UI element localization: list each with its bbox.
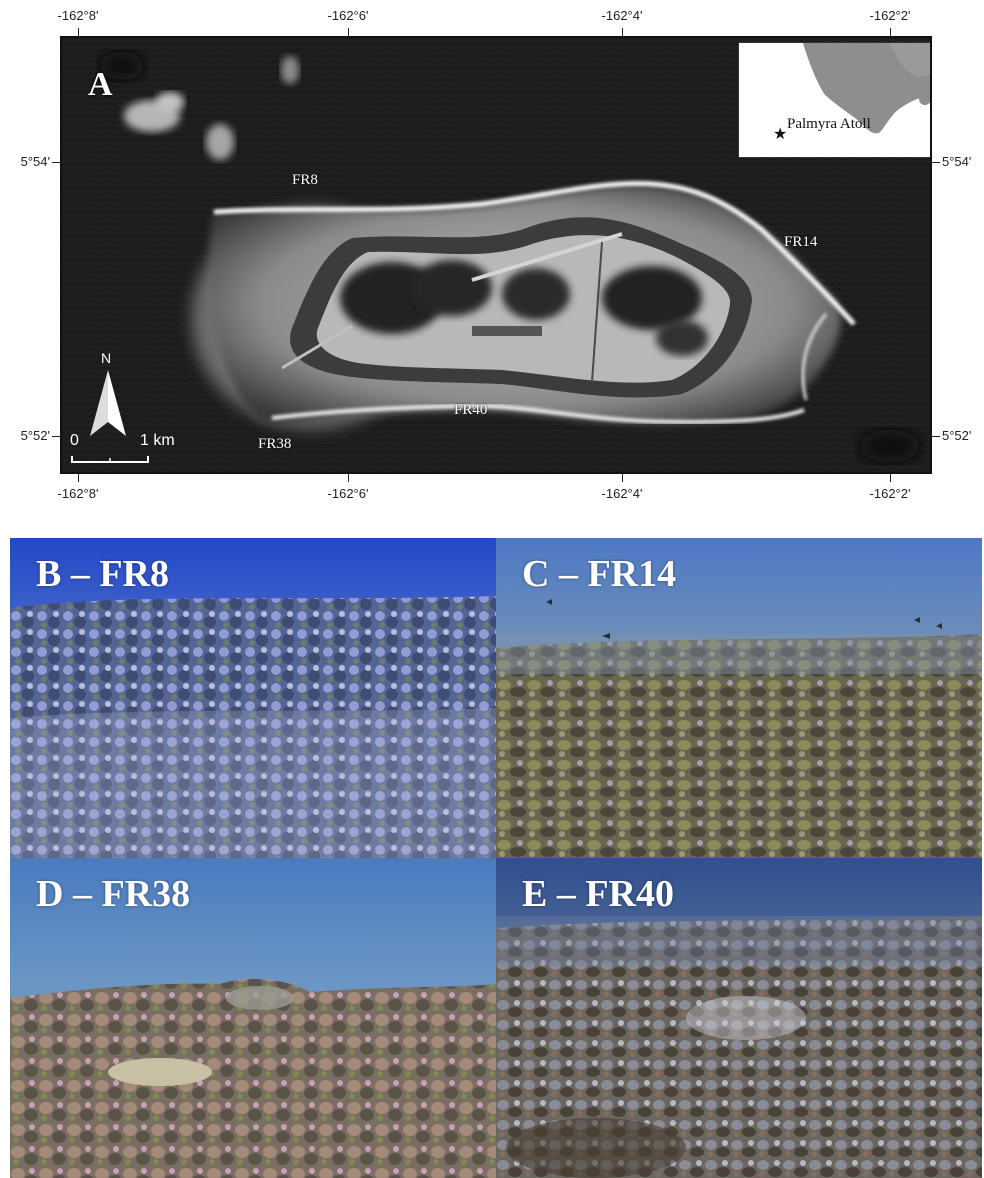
- site-label-fr8: FR8: [292, 172, 318, 188]
- lon-tick-label: -162°4': [601, 486, 643, 501]
- lon-tick-label: -162°6': [327, 8, 369, 23]
- tick-mark: [52, 436, 60, 437]
- site-label-fr14: FR14: [784, 234, 818, 250]
- tick-mark: [890, 474, 891, 482]
- lon-tick-label: -162°8': [57, 8, 99, 23]
- lon-tick-label: -162°4': [601, 8, 643, 23]
- photo-label: C – FR14: [522, 553, 677, 595]
- tick-mark: [622, 28, 623, 36]
- satellite-map: A FR8 FR14 FR38 FR40 ★ Palmyra Atoll N 0: [60, 36, 932, 474]
- photo-label: E – FR40: [522, 873, 674, 915]
- lat-tick-label: 5°52': [20, 428, 50, 443]
- underwater-reef-image: [496, 858, 982, 1178]
- reef-photo-fr38: D – FR38: [10, 858, 496, 1178]
- panel-label: A: [88, 66, 113, 103]
- lon-tick-label: -162°2': [869, 486, 911, 501]
- underwater-reef-image: [496, 538, 982, 858]
- lat-tick-label: 5°52': [942, 428, 972, 443]
- tick-mark: [348, 28, 349, 36]
- tick-mark: [932, 162, 940, 163]
- map-panel: -162°8' -162°6' -162°4' -162°2' -162°8' …: [0, 0, 984, 520]
- reef-photo-fr8: B – FR8: [10, 538, 496, 858]
- north-label: N: [101, 350, 112, 366]
- underwater-reef-image: [10, 858, 496, 1178]
- scale-bar: 0 1 km: [70, 432, 190, 470]
- photo-label: B – FR8: [36, 553, 169, 595]
- lat-tick-label: 5°54': [942, 154, 972, 169]
- inset-locator-map: ★ Palmyra Atoll: [738, 42, 930, 158]
- lon-tick-label: -162°8': [57, 486, 99, 501]
- lon-tick-label: -162°6': [327, 486, 369, 501]
- north-arrow-icon: N: [88, 350, 128, 438]
- scale-start-label: 0: [70, 432, 79, 449]
- lon-tick-label: -162°2': [869, 8, 911, 23]
- reef-photo-fr40: E – FR40: [496, 858, 982, 1178]
- tick-mark: [52, 162, 60, 163]
- reef-photo-fr14: C – FR14: [496, 538, 982, 858]
- lat-tick-label: 5°54': [20, 154, 50, 169]
- tick-mark: [622, 474, 623, 482]
- location-star-icon: ★: [773, 126, 788, 143]
- scale-end-label: 1 km: [140, 432, 175, 449]
- tick-mark: [78, 474, 79, 482]
- tick-mark: [78, 28, 79, 36]
- inset-landmass: [803, 43, 930, 134]
- underwater-reef-image: [10, 538, 496, 858]
- site-label-fr38: FR38: [258, 436, 292, 452]
- photo-label: D – FR38: [36, 873, 191, 915]
- tick-mark: [932, 436, 940, 437]
- inset-location-label: Palmyra Atoll: [787, 116, 871, 132]
- tick-mark: [890, 28, 891, 36]
- site-label-fr40: FR40: [454, 402, 488, 418]
- tick-mark: [348, 474, 349, 482]
